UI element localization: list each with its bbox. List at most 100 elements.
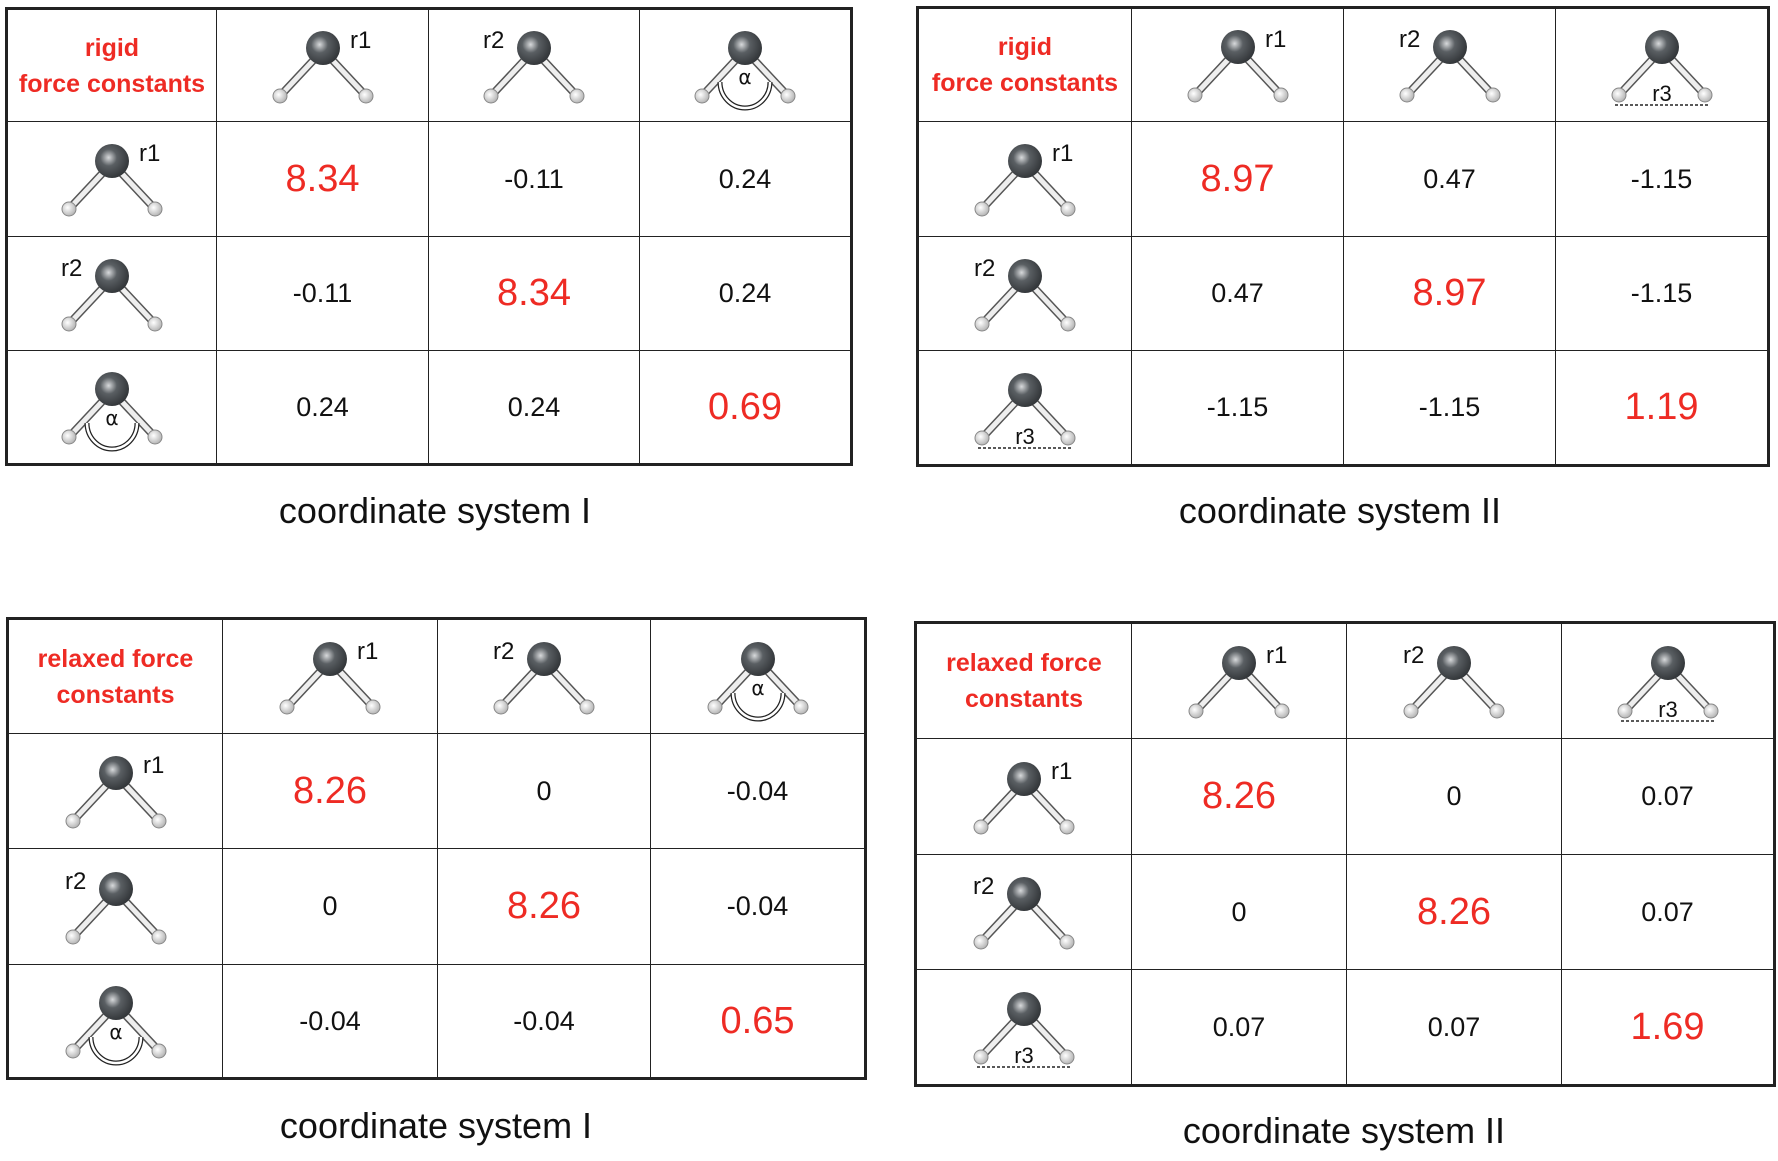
row-header-r1: r1: [915, 738, 1132, 855]
svg-text:r2: r2: [65, 868, 86, 895]
off-diagonal-value: 0.07: [1641, 781, 1694, 811]
row-header-r2: r2: [917, 236, 1132, 351]
svg-text:r1: r1: [350, 27, 371, 54]
caption: coordinate system II: [1182, 1110, 1506, 1151]
table-cell: 0.69: [639, 350, 852, 465]
diagonal-value: 8.97: [1200, 157, 1275, 200]
diagonal-value: 1.19: [1624, 386, 1699, 428]
table-cell: 0.24: [639, 236, 852, 351]
header-row: relaxed force constants r1r1 r2r2 r3r3: [915, 622, 1775, 739]
off-diagonal-value: -1.15: [1630, 278, 1693, 308]
corner-label-line: rigid: [84, 33, 140, 62]
table-row: r1 8.26 0 0.07: [915, 738, 1775, 855]
table-row: r3 0.07 0.07 1.69: [915, 969, 1775, 1086]
table-cell: 8.34: [216, 121, 429, 237]
svg-text:α: α: [738, 65, 751, 89]
table-row: r1 8.34 -0.11 0.24: [6, 121, 852, 237]
table-cell: 0.07: [1561, 854, 1775, 970]
water-molecule-icon: r2: [973, 873, 1075, 950]
off-diagonal-value: 0.07: [1641, 896, 1694, 927]
header-row: rigid force constants r1r1 r2r2 αα: [6, 8, 852, 122]
off-diagonal-value: -0.04: [726, 775, 789, 806]
table-row: r1 8.97 0.47 -1.15: [917, 121, 1769, 237]
table-row: α 0.24 0.24 0.69: [6, 350, 852, 465]
water-molecule-icon: r3: [1617, 646, 1718, 722]
caption: coordinate system I: [278, 490, 592, 531]
table-row: r2 0.47 8.97 -1.15: [917, 236, 1769, 351]
column-header-α: αα: [639, 8, 852, 122]
water-molecule-icon: r2: [493, 638, 595, 714]
off-diagonal-value: 0.07: [1212, 1011, 1266, 1042]
off-diagonal-value: -0.04: [726, 891, 789, 921]
row-header-r3: r3: [915, 969, 1132, 1086]
water-molecule-icon: r1: [973, 758, 1075, 834]
diagonal-value: 8.97: [1412, 272, 1487, 314]
off-diagonal-value: 0.24: [507, 391, 561, 422]
column-header-r2: r2r2: [1343, 7, 1556, 122]
off-diagonal-value: 0: [536, 775, 552, 806]
water-molecule-icon: α: [65, 986, 166, 1066]
off-diagonal-value: 0.24: [718, 163, 772, 194]
water-molecule-icon: r1: [1188, 642, 1290, 719]
svg-text:r1: r1: [139, 140, 160, 167]
column-header-r2: r2r2: [1346, 622, 1562, 739]
row-header-α: α: [7, 964, 223, 1079]
table-cell: 1.19: [1555, 350, 1769, 466]
corner-label: relaxed force constants: [7, 618, 223, 734]
table-cell: 8.26: [1346, 854, 1562, 970]
table-cell: 8.97: [1343, 236, 1556, 351]
svg-text:α: α: [751, 676, 764, 700]
column-header-r1: r1r1: [1131, 622, 1347, 739]
corner-label-line: relaxed force: [946, 649, 1102, 677]
table-cell: 0: [222, 848, 438, 965]
corner-label-line: force constants: [931, 69, 1119, 97]
row-header-α: α: [6, 350, 217, 465]
diagonal-value: 8.26: [507, 885, 581, 927]
water-molecule-icon: r1: [279, 638, 381, 714]
water-molecule-icon: r3: [974, 372, 1076, 449]
table-cell: 0.07: [1131, 969, 1347, 1086]
water-molecule-icon: r3: [973, 992, 1075, 1068]
water-molecule-icon: r1: [272, 27, 373, 103]
svg-text:r1: r1: [143, 752, 164, 779]
table-cell: 1.69: [1561, 969, 1775, 1086]
svg-text:r2: r2: [974, 255, 995, 282]
table-cell: -0.11: [216, 236, 429, 351]
svg-text:r1: r1: [1265, 26, 1286, 53]
diagonal-value: 8.34: [497, 272, 571, 314]
table-cell: 0: [1131, 854, 1347, 970]
row-header-r1: r1: [917, 121, 1132, 237]
table-cell: 0.24: [639, 121, 852, 237]
off-diagonal-value: 0.07: [1427, 1011, 1481, 1042]
water-molecule-icon: r2: [65, 868, 166, 944]
column-header-r1: r1r1: [216, 8, 429, 122]
row-header-r1: r1: [7, 733, 223, 849]
svg-text:r2: r2: [1403, 642, 1424, 669]
row-header-r1: r1: [6, 121, 217, 237]
off-diagonal-value: -1.15: [1206, 392, 1269, 422]
table-cell: 0.07: [1346, 969, 1562, 1086]
table-cell: -0.04: [650, 733, 866, 849]
table-cell: -0.11: [428, 121, 640, 237]
off-diagonal-value: 0: [1231, 896, 1247, 927]
svg-text:r1: r1: [1266, 642, 1287, 669]
svg-text:r2: r2: [1399, 26, 1420, 53]
water-molecule-icon: α: [707, 641, 808, 721]
table-cell: -1.15: [1555, 121, 1769, 237]
table-cell: -1.15: [1131, 350, 1344, 466]
svg-text:r1: r1: [1051, 758, 1072, 785]
corner-label: rigid force constants: [917, 7, 1132, 122]
column-header-r3: r3r3: [1561, 622, 1775, 739]
corner-label-line: rigid: [997, 33, 1053, 61]
off-diagonal-value: -0.11: [292, 278, 353, 308]
table-row: r2 -0.11 8.34 0.24: [6, 236, 852, 351]
table-cell: 0.47: [1343, 121, 1556, 237]
svg-text:r3: r3: [1658, 697, 1678, 722]
svg-text:r2: r2: [973, 873, 994, 900]
table-cell: 8.97: [1131, 121, 1344, 237]
off-diagonal-value: 0.47: [1423, 163, 1476, 194]
